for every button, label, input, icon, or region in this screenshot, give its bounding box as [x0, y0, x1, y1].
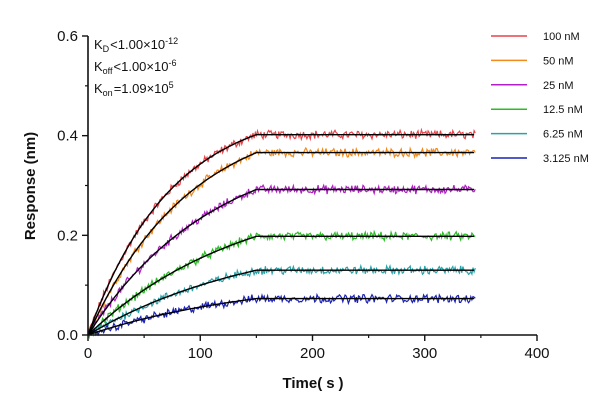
series-line-12.5-nM — [87, 229, 476, 340]
fit-curve-100-nM — [87, 133, 475, 336]
x-tick-label: 400 — [524, 345, 549, 362]
legend-label: 3.125 nM — [543, 153, 589, 165]
x-axis-title-close-paren: ) — [339, 375, 344, 392]
series-line-3.125-nM — [87, 292, 476, 337]
legend-label: 50 nM — [543, 55, 574, 67]
y-tick-label: 0.6 — [57, 28, 78, 45]
y-tick-label: 0.4 — [57, 128, 78, 145]
x-axis-title-open-paren: ( — [317, 375, 322, 392]
fit-curve-12.5-nM — [87, 235, 475, 336]
kinetic-constants: KD<1.00×10-12 Koff<1.00×10-6 Kon=1.09×10… — [94, 36, 178, 98]
legend-label: 25 nM — [543, 80, 574, 92]
y-axis-title: Response (nm) — [22, 132, 39, 240]
fit-curve-6.25-nM — [87, 269, 475, 336]
x-tick-label: 200 — [300, 345, 325, 362]
koff-annotation: Koff<1.00×10-6 — [94, 58, 176, 76]
fit-curves-layer — [87, 133, 475, 336]
x-axis-title: Time(s) — [282, 375, 343, 392]
fit-curve-50-nM — [87, 151, 475, 336]
legend-label: 100 nM — [543, 31, 580, 43]
fit-curve-3.125-nM — [87, 297, 475, 336]
kon-annotation: Kon=1.09×105 — [94, 80, 174, 98]
x-tick-label: 100 — [188, 345, 213, 362]
series-line-100-nM — [87, 127, 476, 336]
kd-annotation: KD<1.00×10-12 — [94, 36, 178, 54]
series-line-25-nM — [87, 183, 476, 336]
ticks-layer: 0.0 0.2 0.4 0.6 0 100 200 300 400 — [57, 28, 549, 362]
legend-label: 12.5 nM — [543, 104, 583, 116]
x-tick-label: 300 — [412, 345, 437, 362]
x-tick-label: 0 — [84, 345, 92, 362]
legend: 100 nM 50 nM 25 nM 12.5 nM 6.25 nM 3.125 nM — [491, 31, 589, 165]
y-tick-label: 0.0 — [57, 327, 78, 344]
series-layer — [87, 127, 476, 340]
y-tick-label: 0.2 — [57, 227, 78, 244]
legend-label: 6.25 nM — [543, 129, 583, 141]
x-axis-title-unit: s — [326, 375, 334, 392]
series-line-50-nM — [87, 146, 476, 336]
fit-curve-25-nM — [87, 188, 475, 336]
x-axis-title-main: Time — [282, 375, 317, 392]
